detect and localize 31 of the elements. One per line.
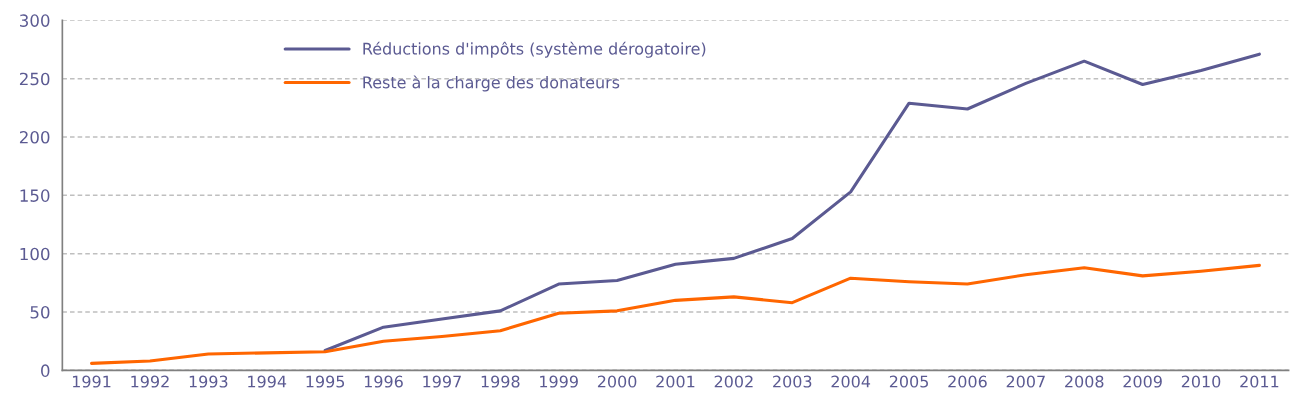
x-tick-label: 1994 — [248, 375, 287, 388]
x-tick-label: 1995 — [306, 375, 345, 388]
x-tick-label: 1992 — [131, 375, 169, 388]
legend-label: Réductions d'impôts (système dérogatoire) — [363, 41, 706, 58]
x-tick-label: 2010 — [1181, 375, 1221, 388]
x-tick-label: 2011 — [1240, 375, 1279, 388]
legend-label: Reste à la charge des donateurs — [363, 75, 620, 92]
x-tick-label: 2007 — [1006, 375, 1045, 388]
y-tick-label: 200 — [19, 130, 50, 144]
x-tick-label: 2005 — [889, 375, 928, 388]
x-tick-label: 2002 — [714, 375, 753, 388]
x-tick-label: 1996 — [364, 375, 403, 388]
line-series — [90, 263, 1261, 365]
x-tick-label: 2008 — [1065, 375, 1104, 388]
x-tick-label: 2003 — [773, 375, 812, 388]
y-tick-label: 250 — [19, 72, 50, 86]
y-tick-label: 50 — [30, 306, 50, 319]
y-tick-label: 150 — [20, 189, 50, 202]
x-tick-label: 2009 — [1123, 375, 1162, 388]
x-tick-label: 1997 — [423, 375, 461, 388]
x-tick-label: 1993 — [189, 375, 228, 388]
x-tick-label: 1998 — [481, 375, 520, 388]
x-tick-label: 2004 — [831, 375, 871, 388]
x-tick-label: 1991 — [72, 375, 111, 388]
y-tick-label: 100 — [20, 247, 50, 261]
y-tick-label: 0 — [41, 364, 50, 377]
x-tick-label: 2006 — [948, 375, 987, 388]
y-tick-label: 300 — [20, 14, 50, 27]
x-tick-label: 2001 — [656, 375, 695, 388]
x-tick-label: 2000 — [597, 375, 637, 388]
x-tick-label: 1999 — [540, 375, 578, 388]
